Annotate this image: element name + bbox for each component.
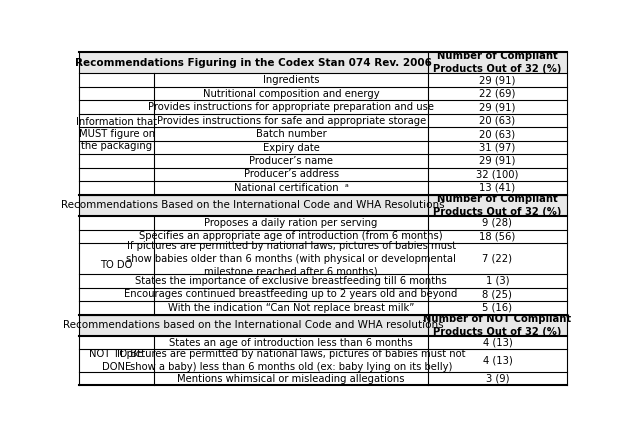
Text: TO DO: TO DO [100,260,133,270]
Text: 29 (91): 29 (91) [479,156,515,166]
Text: 4 (13): 4 (13) [483,338,512,348]
Text: If pictures are permitted by national laws, pictures of babies must
show babies : If pictures are permitted by national la… [126,241,456,276]
Text: Recommendations Based on the International Code and WHA Resolutions: Recommendations Based on the Internation… [62,200,445,210]
Text: Number of Compliant
Products Out of 32 (%): Number of Compliant Products Out of 32 (… [433,52,561,74]
Text: 9 (28): 9 (28) [483,218,512,228]
Text: 3 (9): 3 (9) [486,374,509,384]
Text: 7 (22): 7 (22) [483,254,512,264]
Text: 18 (56): 18 (56) [479,231,515,241]
Text: Provides instructions for appropriate preparation and use: Provides instructions for appropriate pr… [148,102,434,112]
Text: If pictures are permitted by national laws, pictures of babies must not
show a b: If pictures are permitted by national la… [117,349,466,372]
Text: National certification  ᵃ: National certification ᵃ [234,183,348,193]
Text: Proposes a daily ration per serving: Proposes a daily ration per serving [205,218,378,228]
Text: States an age of introduction less than 6 months: States an age of introduction less than … [169,338,413,348]
Text: Encourages continued breastfeeding up to 2 years old and beyond: Encourages continued breastfeeding up to… [125,289,458,300]
Text: 1 (3): 1 (3) [486,276,509,286]
Text: NOT TO BE
DONE: NOT TO BE DONE [89,349,144,372]
Text: Provides instructions for safe and appropriate storage: Provides instructions for safe and appro… [156,116,426,126]
Text: Recommendations based on the International Code and WHA resolutions: Recommendations based on the Internation… [63,320,444,330]
Text: 13 (41): 13 (41) [479,183,515,193]
Text: Specifies an appropriate age of introduction (from 6 months): Specifies an appropriate age of introduc… [139,231,443,241]
Text: Producer’s address: Producer’s address [244,169,339,180]
Text: 32 (100): 32 (100) [476,169,518,180]
Text: Producer’s name: Producer’s name [249,156,333,166]
Text: 22 (69): 22 (69) [479,88,515,99]
Text: 8 (25): 8 (25) [483,289,512,300]
Text: States the importance of exclusive breastfeeding till 6 months: States the importance of exclusive breas… [135,276,447,286]
Text: 5 (16): 5 (16) [483,303,512,313]
Text: Nutritional composition and energy: Nutritional composition and energy [203,88,379,99]
Text: Recommendations Figuring in the Codex Stan 074 Rev. 2006: Recommendations Figuring in the Codex St… [75,58,432,68]
Bar [79,52,567,73]
Text: 20 (63): 20 (63) [479,129,515,139]
Text: 20 (63): 20 (63) [479,116,515,126]
Bar [79,195,567,216]
Text: 29 (91): 29 (91) [479,102,515,112]
Text: 4 (13): 4 (13) [483,355,512,366]
Text: Expiry date: Expiry date [263,142,319,152]
Text: With the indication “Can Not replace breast milk”: With the indication “Can Not replace bre… [168,303,415,313]
Text: 31 (97): 31 (97) [479,142,515,152]
Text: Number of Compliant
Products Out of 32 (%): Number of Compliant Products Out of 32 (… [433,194,561,216]
Text: Information that
MUST figure on
the packaging: Information that MUST figure on the pack… [76,116,157,152]
Bar [79,315,567,336]
Text: Mentions whimsical or misleading allegations: Mentions whimsical or misleading allegat… [178,374,405,384]
Text: 29 (91): 29 (91) [479,75,515,85]
Text: Ingredients: Ingredients [263,75,319,85]
Text: Batch number: Batch number [256,129,326,139]
Text: Number of NOT Compliant
Products Out of 32 (%): Number of NOT Compliant Products Out of … [423,314,571,336]
